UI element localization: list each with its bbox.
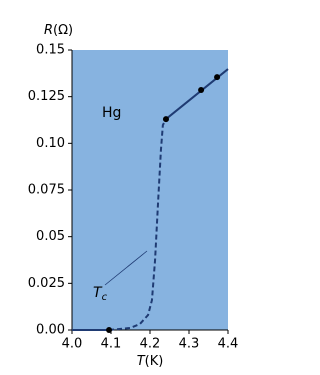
y-axis-label: R(Ω) — [44, 23, 73, 38]
x-tick-label: 4.2 — [140, 337, 161, 352]
plot-area — [72, 50, 228, 330]
y-tick-label: 0.075 — [28, 183, 65, 198]
tc-symbol: T — [93, 285, 103, 301]
x-tick-label: 4.0 — [62, 337, 83, 352]
curve — [108, 118, 167, 331]
data-point — [162, 116, 169, 123]
x-tick-label: 4.4 — [218, 337, 239, 352]
y-tick-label: 0.125 — [28, 89, 65, 104]
x-tick-label: 4.1 — [101, 337, 122, 352]
x-axis-label: T(K) — [137, 354, 164, 369]
x-label-symbol: T — [137, 354, 146, 369]
y-tick-label: 0.05 — [36, 229, 65, 244]
element-label: Hg — [102, 105, 121, 121]
chart: R(Ω) T(K) Hg Tc 0.000.0250.050.0750.100.… — [28, 23, 239, 369]
y-tick-label: 0.00 — [36, 323, 65, 338]
tc-pointer — [104, 250, 148, 286]
tc-label: Tc — [93, 285, 108, 303]
tc-subscript: c — [102, 292, 108, 303]
y-tick-label: 0.025 — [28, 276, 65, 291]
data-point — [198, 86, 205, 93]
x-label-unit: (K) — [145, 354, 164, 369]
y-tick-label: 0.10 — [36, 136, 65, 151]
y-label-symbol: R — [44, 23, 53, 38]
y-label-unit: (Ω) — [53, 23, 73, 38]
data-point — [106, 327, 113, 333]
x-tick-label: 4.3 — [179, 337, 200, 352]
y-tick-label: 0.15 — [36, 43, 65, 58]
data-point — [214, 74, 221, 81]
